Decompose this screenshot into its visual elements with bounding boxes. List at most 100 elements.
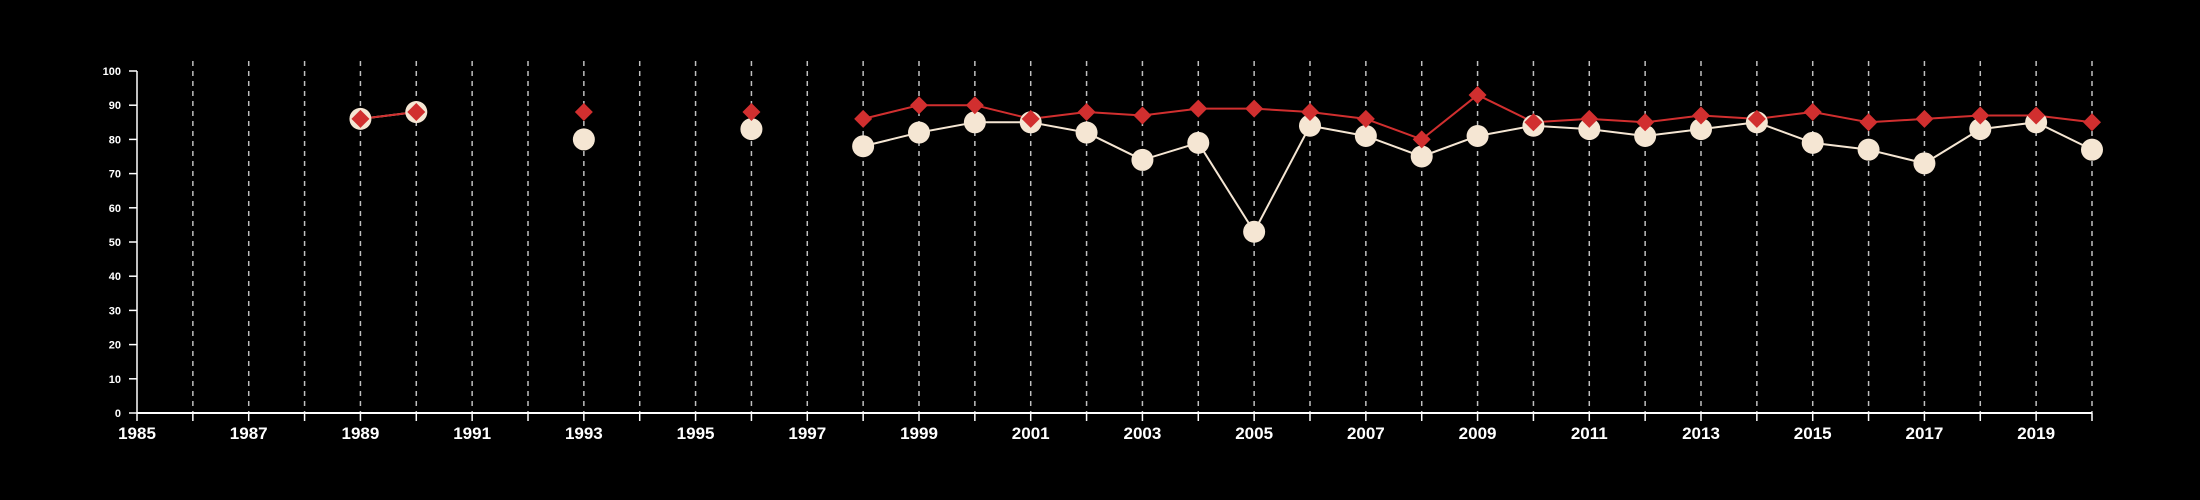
x-tick-label: 1995	[677, 424, 715, 443]
diamond-point	[1580, 109, 1599, 128]
series-line-segment	[1197, 142, 1255, 233]
diamond-point	[1915, 109, 1934, 128]
series-line-segment	[1086, 111, 1143, 117]
series-line-segment	[1421, 94, 1479, 141]
series-line-segment	[1924, 114, 1981, 120]
x-tick-label: 2015	[1794, 424, 1832, 443]
x-tick-label: 1985	[118, 424, 156, 443]
series-1-lines	[360, 111, 2093, 233]
circle-point	[1075, 121, 1098, 144]
x-tick-label: 2019	[2017, 424, 2055, 443]
diamond-point	[1859, 113, 1878, 132]
diamond-point	[1133, 106, 1152, 125]
series-line-segment	[1477, 94, 1534, 124]
series-1-markers	[349, 101, 2103, 243]
diamond-point	[1524, 113, 1543, 132]
x-tick-label: 1997	[788, 424, 826, 443]
series-line-segment	[1253, 125, 1311, 233]
diamond-point	[854, 109, 873, 128]
y-tick-label: 40	[109, 271, 121, 283]
circle-point	[1801, 131, 1824, 154]
circle-point	[2081, 138, 2103, 161]
diamond-point	[2083, 113, 2101, 132]
series-line-segment	[862, 104, 920, 120]
diamond-point	[910, 96, 928, 115]
circle-point	[1243, 220, 1266, 243]
y-tick-label: 90	[109, 100, 121, 112]
circle-point	[1410, 145, 1433, 168]
x-tick-label: 2005	[1235, 424, 1273, 443]
x-tick-label: 2013	[1682, 424, 1720, 443]
x-tick-label: 1991	[453, 424, 491, 443]
series-line-segment	[1589, 117, 1646, 124]
diamond-point	[965, 96, 984, 115]
series-line-segment	[1365, 117, 1423, 141]
y-tick-label: 100	[103, 66, 121, 78]
y-tick-label: 0	[115, 408, 121, 420]
series-layer	[349, 85, 2103, 243]
axes: 0 10 20 30 40 50 60 70 80 90 100 1985 1987 1989 1991 19…	[103, 66, 2093, 443]
diamond-point	[351, 109, 370, 128]
y-tick-label: 70	[109, 169, 121, 181]
circle-point	[963, 111, 986, 134]
circle-point	[852, 135, 875, 158]
circle-point	[1578, 118, 1601, 141]
diamond-point	[1301, 103, 1319, 122]
circle-point	[1690, 118, 1712, 141]
series-line-segment	[1868, 117, 1925, 124]
x-tick-label: 1999	[900, 424, 938, 443]
diamond-point	[1021, 109, 1040, 128]
diamond-point	[1189, 99, 1208, 118]
diamond-point	[1245, 99, 1264, 118]
circle-point	[1913, 152, 1936, 175]
diamond-point	[2027, 106, 2046, 125]
circle-point	[1354, 124, 1377, 147]
circle-point	[908, 121, 930, 144]
diamond-point	[407, 103, 426, 122]
circle-point	[740, 118, 763, 141]
y-tick-label: 60	[109, 203, 121, 215]
x-tick-label: 2001	[1012, 424, 1050, 443]
circle-point	[1299, 114, 1321, 137]
circle-point	[1634, 124, 1657, 147]
x-tick-label: 2011	[1571, 424, 1608, 443]
y-tick-label: 10	[109, 374, 121, 386]
grid-layer	[192, 61, 2093, 413]
diamond-point	[1971, 106, 1990, 125]
diamond-point	[1356, 109, 1375, 128]
diamond-point	[1803, 103, 1822, 122]
circle-point	[572, 128, 595, 151]
diamond-point	[1692, 106, 1710, 125]
x-tick-label: 2003	[1124, 424, 1162, 443]
circle-point	[1857, 138, 1880, 161]
series-line-segment	[1645, 114, 1702, 124]
circle-point	[1466, 124, 1489, 147]
diamond-point	[1636, 113, 1655, 132]
series-line-segment	[1309, 111, 1366, 120]
x-tick-label: 2009	[1459, 424, 1497, 443]
x-tick-label: 2007	[1347, 424, 1385, 443]
x-tick-label: 1989	[342, 424, 380, 443]
series-2-markers	[351, 85, 2101, 149]
series-line-segment	[1142, 107, 1199, 117]
series-line-segment	[1812, 111, 1869, 124]
series-line-segment	[1254, 107, 1311, 114]
diamond-point	[1077, 103, 1096, 122]
diamond-point	[1747, 109, 1766, 128]
diamond-point	[1412, 130, 1431, 149]
circle-point	[1187, 131, 1210, 154]
diamond-point	[574, 103, 593, 122]
y-tick-label: 20	[109, 340, 121, 352]
x-tick-label: 1987	[230, 424, 268, 443]
y-tick-label: 30	[109, 305, 121, 317]
circle-point	[1131, 148, 1154, 171]
diamond-point	[1468, 85, 1487, 104]
x-tick-label: 2017	[1906, 424, 1944, 443]
y-tick-label: 50	[109, 237, 121, 249]
series-2-lines	[360, 94, 2093, 141]
x-tick-label: 1993	[565, 424, 603, 443]
y-tick-label: 80	[109, 134, 121, 146]
diamond-point	[742, 103, 761, 122]
circle-point	[1969, 118, 1992, 141]
